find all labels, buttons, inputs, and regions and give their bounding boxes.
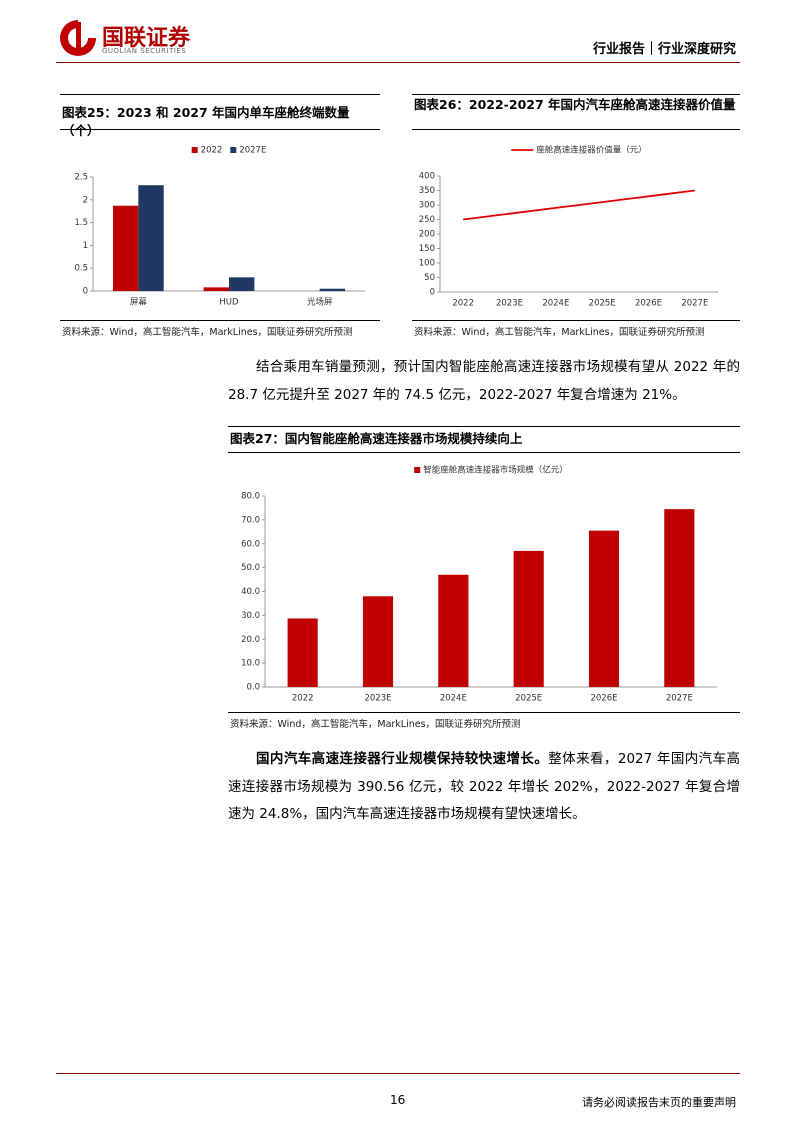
y-tick-label: 300 (419, 201, 435, 211)
y-tick-label: 70.0 (241, 515, 260, 525)
legend-label: 智能座舱高速连接器市场规模（亿元） (423, 465, 568, 476)
x-tick-label: 2024E (440, 694, 467, 704)
x-tick-label: 2026E (590, 694, 617, 704)
report-type: 行业报告｜行业深度研究 (592, 42, 736, 57)
y-tick-label: 1 (83, 241, 88, 251)
legend-swatch (414, 467, 421, 473)
bar (588, 530, 620, 687)
y-tick-label: 0 (430, 288, 435, 298)
y-tick-label: 0.5 (74, 264, 88, 274)
x-tick-label: 2022 (292, 694, 314, 704)
x-tick-label: 2022 (452, 299, 474, 309)
paragraph-text: 整体来看，2027 年国内汽车高速连接器市场规模为 390.56 亿元，较 20… (228, 751, 740, 822)
x-tick-label: 光场屏 (307, 297, 333, 308)
y-tick-label: 0 (83, 287, 88, 297)
paragraph-lead: 国内汽车高速连接器行业规模保持较快速增长。 (256, 751, 549, 767)
y-tick-label: 10.0 (241, 659, 260, 669)
header-rule (56, 62, 740, 63)
paragraph: 结合乘用车销量预测，预计国内智能座舱高速连接器市场规模有望从 2022 年的 2… (228, 359, 740, 403)
figure-title: 图表25：2023 和 2027 年国内单车座舱终端数量（个） (62, 105, 350, 138)
paragraph: 国内汽车高速连接器行业规模保持较快速增长。整体来看，2027 年国内汽车高速连接… (228, 746, 740, 829)
chart: 0 0.5 1 1.5 2 2.5 屏幕 HUD 光场屏 2022 2027E (74, 146, 365, 308)
figure-source: 资料来源：Wind，高工智能汽车，MarkLines，国联证券研究所预测 (230, 719, 521, 730)
bar (112, 205, 139, 291)
y-tick-label: 2 (83, 195, 88, 205)
legend-label: 座舱高速连接器价值量（元） (536, 145, 647, 156)
bar (513, 550, 544, 687)
bar (319, 288, 346, 291)
x-tick-label: 2023E (364, 694, 391, 704)
logo-icon (60, 20, 96, 56)
y-tick-label: 60.0 (241, 539, 260, 549)
bar (287, 618, 318, 687)
x-tick-label: 2027E (681, 299, 708, 309)
figure-bottom-rule (60, 320, 380, 321)
y-tick-label: 30.0 (241, 611, 260, 621)
legend-swatch (230, 147, 237, 153)
y-tick-label: 50.0 (241, 563, 260, 573)
bar (203, 287, 229, 291)
x-tick-label: 2027E (666, 694, 693, 704)
y-tick-label: 400 (419, 172, 435, 182)
figure-title-rule (228, 452, 740, 453)
bar (138, 185, 164, 291)
x-tick-label: 2024E (542, 299, 569, 309)
x-tick-label: 2025E (515, 694, 542, 704)
x-tick-label: 2026E (635, 299, 662, 309)
figure-title: 图表27：国内智能座舱高速连接器市场规模持续向上 (230, 431, 523, 446)
y-tick-label: 100 (419, 259, 435, 269)
figure-source: 资料来源：Wind，高工智能汽车，MarkLines，国联证券研究所预测 (414, 327, 705, 338)
page-number: 16 (390, 1093, 406, 1107)
y-tick-label: 40.0 (241, 587, 260, 597)
figure-top-rule (60, 94, 380, 95)
figure-top-rule (228, 426, 740, 427)
figure-title: 图表26：2022-2027 年国内汽车座舱高速连接器价值量 (414, 97, 736, 112)
x-tick-label: 2025E (589, 299, 616, 309)
line (463, 189, 695, 221)
footer-rule (56, 1073, 740, 1074)
legend-label: 2022 (201, 146, 223, 156)
figure-top-rule (412, 94, 740, 95)
y-tick-label: 250 (419, 215, 435, 225)
y-tick-label: 350 (419, 186, 435, 196)
figure-title-rule (60, 129, 380, 130)
y-tick-label: 2.5 (74, 173, 88, 183)
figure-bottom-rule (228, 712, 740, 713)
bar (229, 277, 255, 291)
logo-name: 国联证券 (102, 26, 191, 51)
figure-title-rule (412, 129, 740, 130)
x-tick-label: HUD (219, 298, 239, 308)
y-tick-label: 150 (419, 244, 435, 254)
figure-bottom-rule (412, 320, 740, 321)
x-tick-label: 2023E (496, 299, 523, 309)
y-tick-label: 200 (419, 230, 435, 240)
x-tick-label: 屏幕 (130, 297, 148, 308)
legend-swatch (191, 147, 198, 153)
y-tick-label: 80.0 (241, 492, 260, 502)
bar (664, 509, 695, 687)
y-tick-label: 50 (424, 273, 435, 283)
y-tick-label: 0.0 (246, 683, 260, 693)
chart: 0.0 10.0 20.0 30.0 40.0 50.0 60.0 70.0 80.0 2022 2… (241, 465, 717, 704)
bar (362, 596, 394, 687)
bar (438, 574, 469, 687)
logo-english: GUOLIAN SECURITIES (102, 47, 187, 55)
y-tick-label: 1.5 (74, 218, 88, 228)
chart: 0 50 100 150 200 250 300 350 400 2022 2023E 2024E 20… (419, 145, 718, 309)
disclaimer: 请务必阅读报告末页的重要声明 (582, 1096, 736, 1109)
figure-source: 资料来源：Wind，高工智能汽车，MarkLines，国联证券研究所预测 (62, 327, 353, 338)
legend-label: 2027E (239, 146, 266, 156)
y-tick-label: 20.0 (241, 635, 260, 645)
